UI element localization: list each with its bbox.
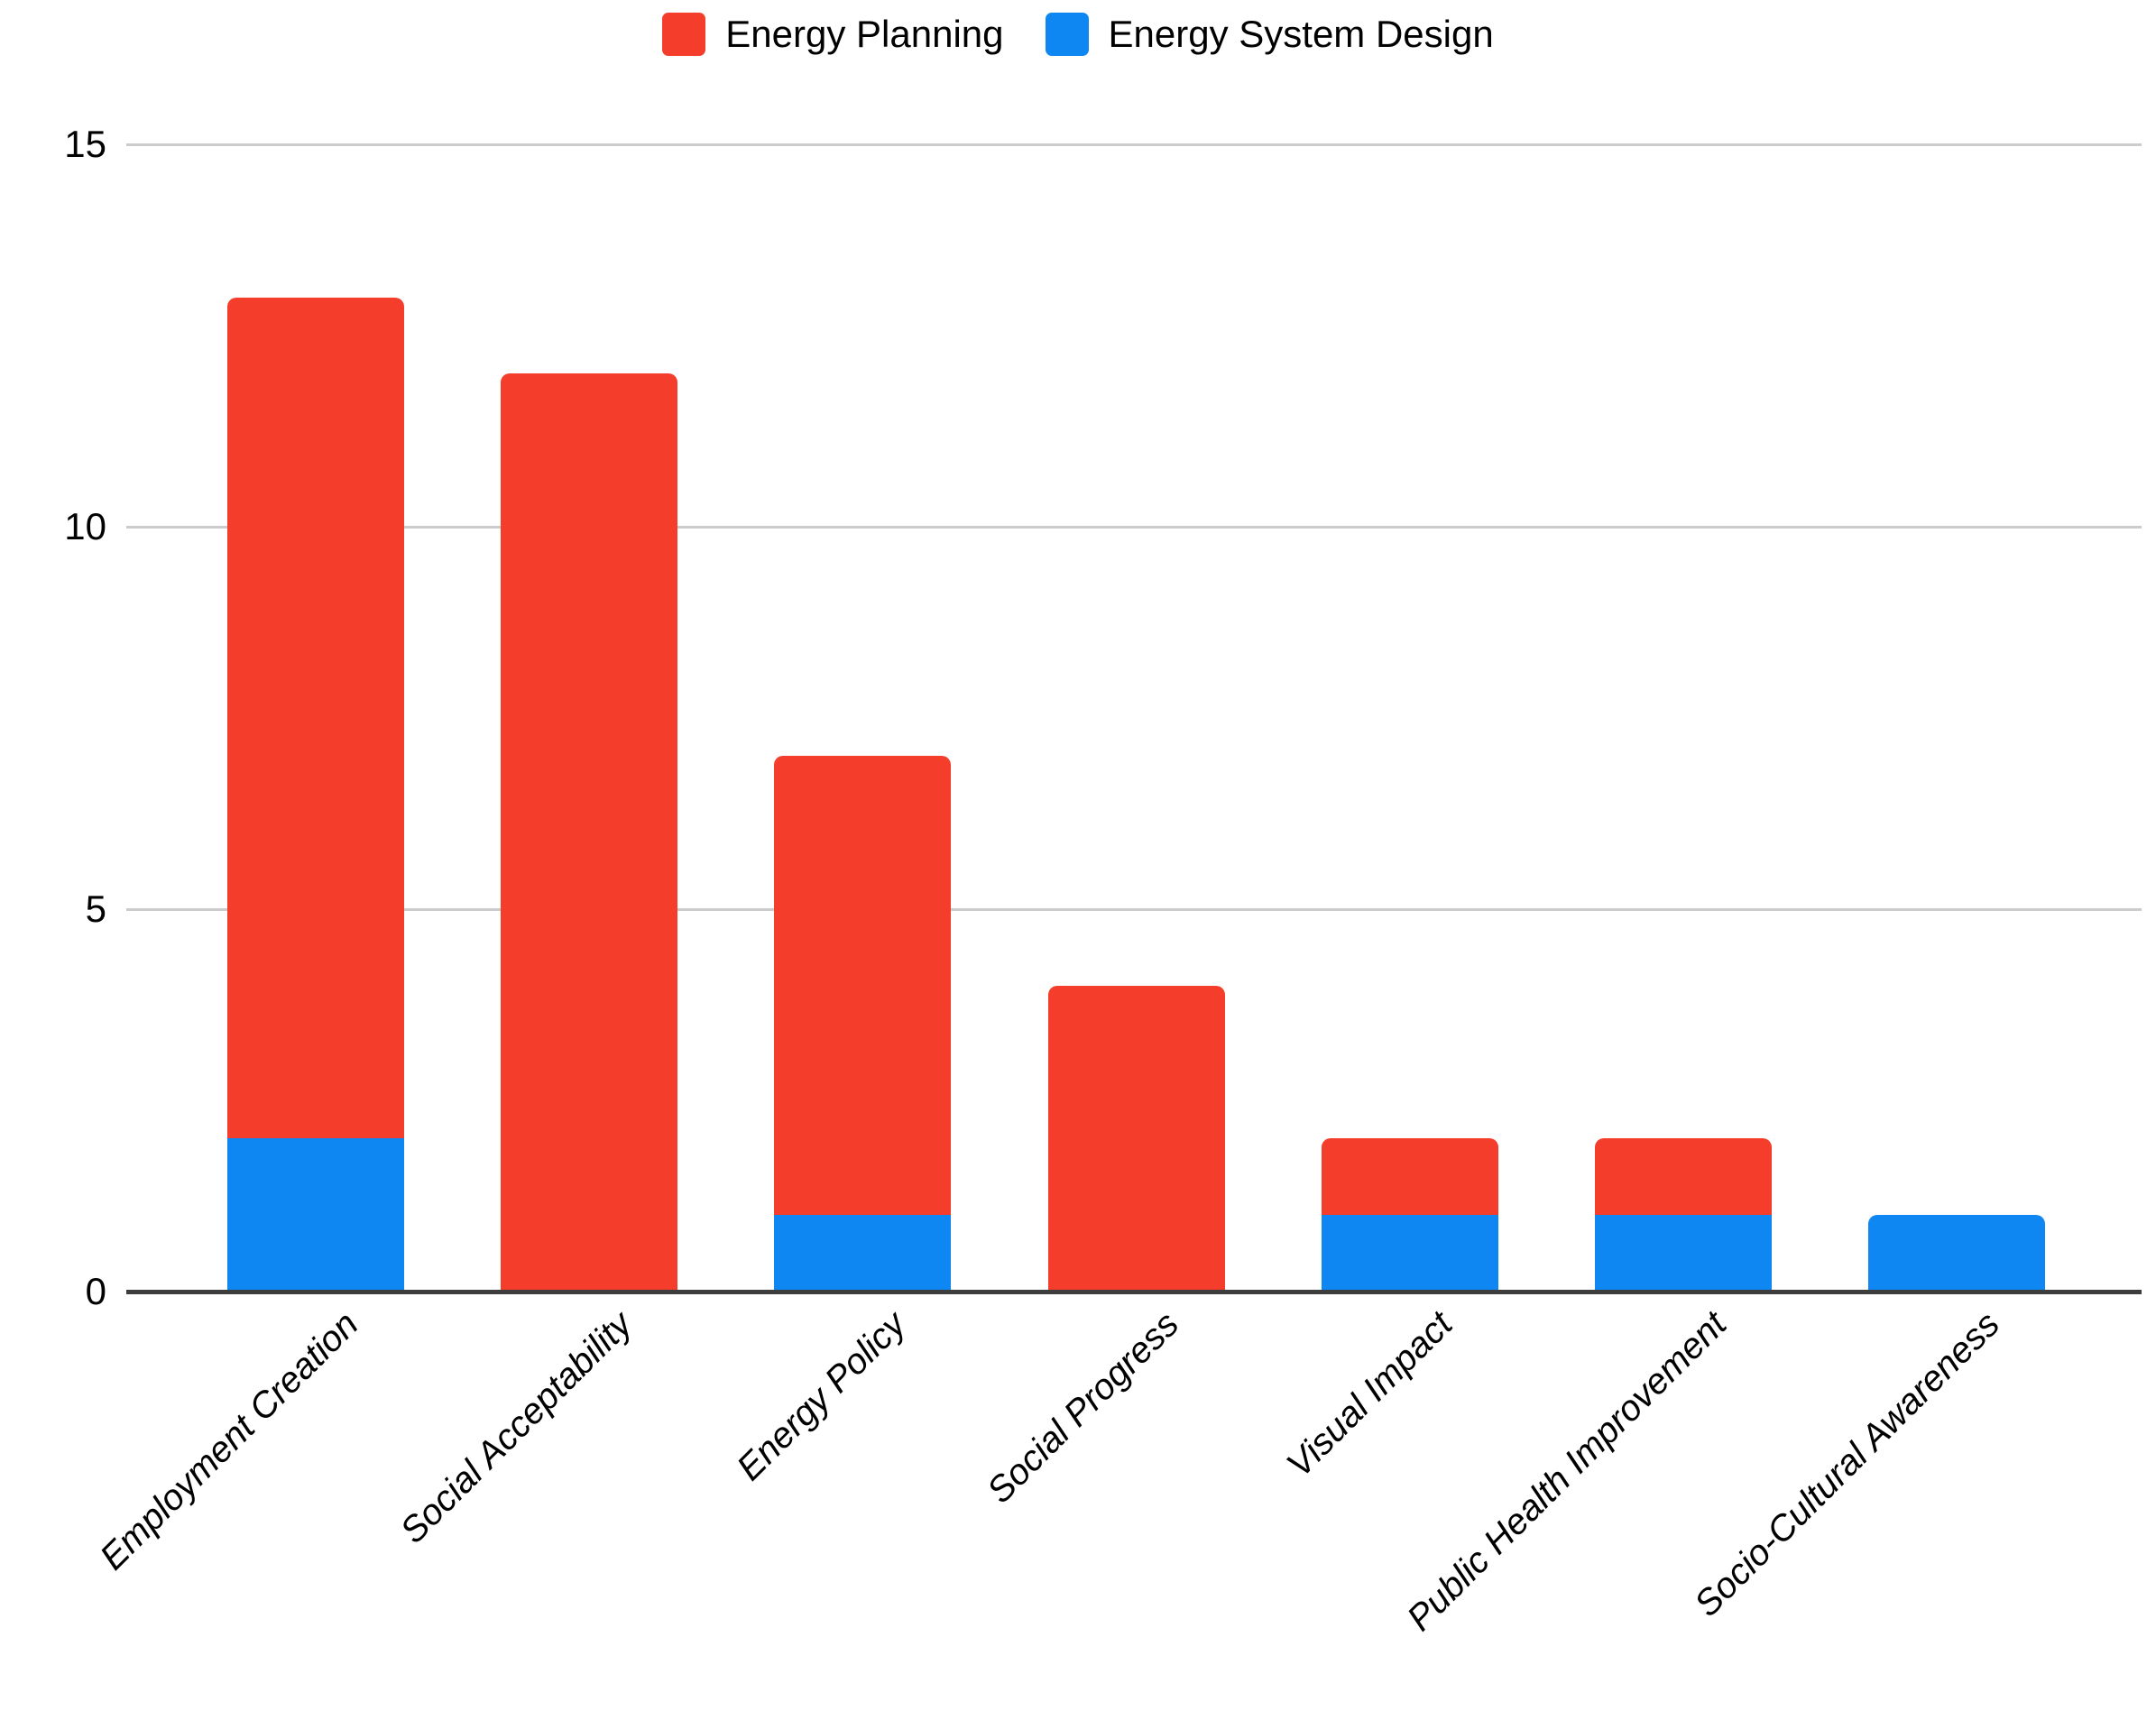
chart-legend: Energy Planning Energy System Design xyxy=(0,13,2156,56)
gridline xyxy=(126,143,2142,146)
legend-item-energy-planning: Energy Planning xyxy=(662,13,1004,56)
legend-label: Energy Planning xyxy=(725,13,1004,55)
bar-segment-energy-planning xyxy=(1321,1138,1498,1216)
legend-swatch-icon xyxy=(1045,13,1089,56)
x-axis-baseline xyxy=(126,1290,2142,1294)
bar-segment-energy-system-design xyxy=(1321,1215,1498,1292)
x-axis-category-label: Visual Impact xyxy=(1279,1304,1460,1485)
x-axis-category-label: Socio-Cultural Awareness xyxy=(1687,1304,2008,1624)
y-axis-tick-label: 15 xyxy=(64,123,106,165)
x-axis-category-label: Employment Creation xyxy=(93,1304,367,1578)
bar-segment-energy-system-design xyxy=(227,1138,404,1292)
bar-segment-energy-planning xyxy=(501,373,678,1292)
x-axis-category-label: Public Health Improvement xyxy=(1399,1304,1735,1639)
bar-segment-energy-system-design xyxy=(774,1215,952,1292)
x-axis-category-label: Social Progress xyxy=(980,1304,1187,1512)
bar-segment-energy-planning xyxy=(1047,985,1225,1292)
bar-segment-energy-system-design xyxy=(1595,1215,1772,1292)
bar-segment-energy-system-design xyxy=(1868,1215,2046,1292)
y-axis-tick-label: 10 xyxy=(64,505,106,547)
bar-segment-energy-planning xyxy=(227,297,404,1139)
bar-segment-energy-planning xyxy=(1595,1138,1772,1216)
y-axis-tick-label: 0 xyxy=(85,1270,106,1312)
x-axis-category-label: Energy Policy xyxy=(729,1304,914,1489)
y-axis-tick-label: 5 xyxy=(85,887,106,930)
gridline xyxy=(126,908,2142,911)
gridline xyxy=(126,526,2142,529)
legend-swatch-icon xyxy=(662,13,706,56)
legend-item-energy-system-design: Energy System Design xyxy=(1045,13,1494,56)
bar-segment-energy-planning xyxy=(774,756,952,1216)
legend-label: Energy System Design xyxy=(1108,13,1494,55)
x-axis-category-label: Social Acceptability xyxy=(392,1304,640,1551)
